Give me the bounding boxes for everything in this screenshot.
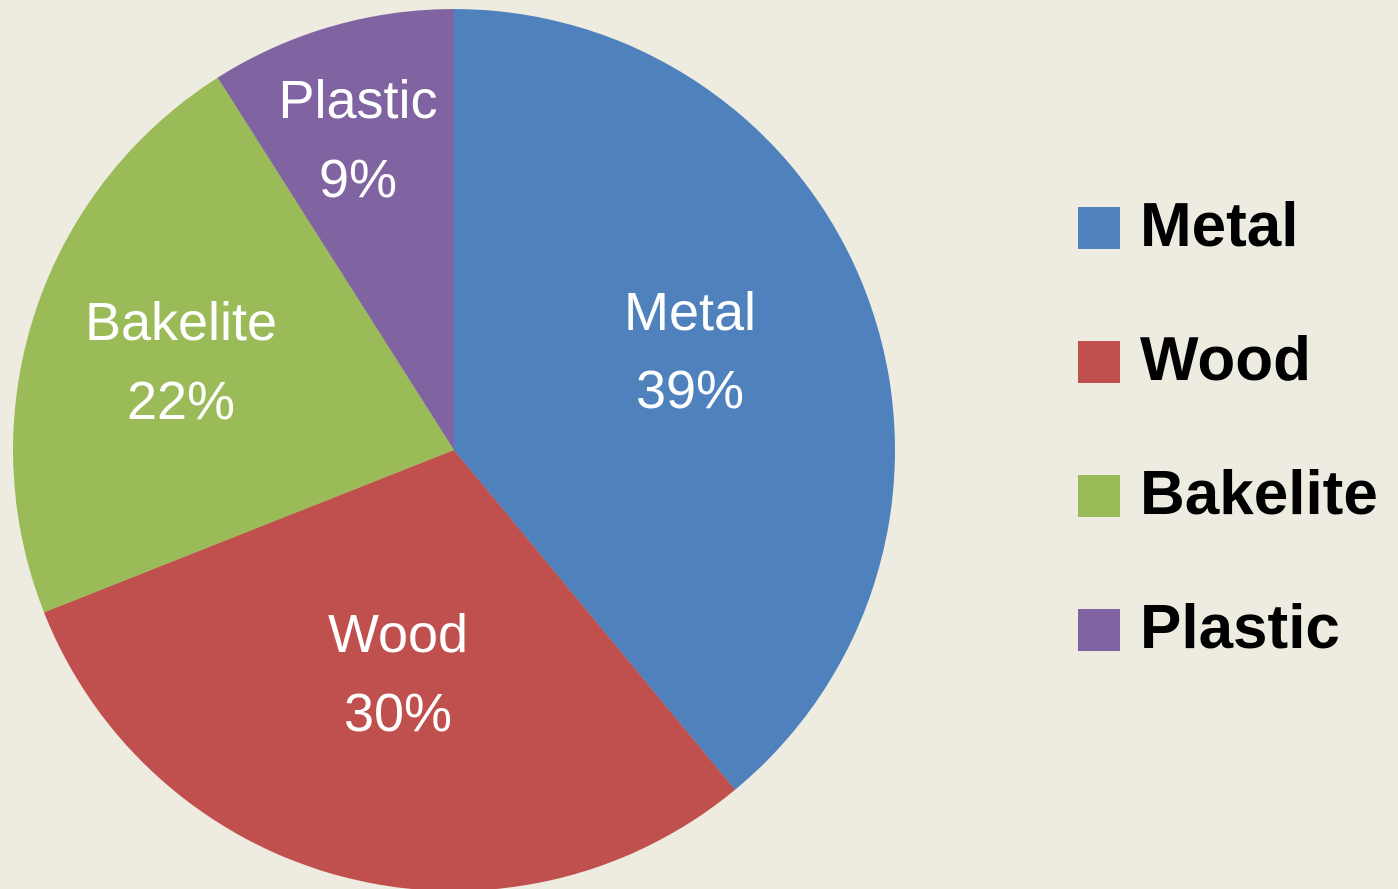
legend-item-bakelite: Bakelite [1078, 458, 1398, 592]
slice-percent-wood: 30% [344, 683, 452, 743]
slice-label-wood: Wood [328, 604, 468, 664]
legend-swatch-metal [1078, 207, 1120, 249]
legend-item-plastic: Plastic [1078, 592, 1398, 726]
pie-slice-bakelite [12, 77, 454, 613]
pie-labels: Metal 39% Wood 30% Bakelite 22% Plastic 9% [85, 70, 756, 743]
legend-label-wood: Wood [1140, 325, 1312, 394]
slice-label-plastic: Plastic [278, 70, 437, 130]
slice-percent-bakelite: 22% [127, 371, 235, 431]
pie-slices [12, 9, 896, 889]
legend-item-wood: Wood [1078, 324, 1398, 458]
pie-slice-wood [43, 450, 736, 889]
legend-swatch-bakelite [1078, 475, 1120, 517]
legend-item-metal: Metal [1078, 190, 1398, 324]
legend-swatch-wood [1078, 341, 1120, 383]
legend-swatch-plastic [1078, 609, 1120, 651]
slice-label-metal: Metal [624, 282, 756, 342]
legend: Metal Wood Bakelite Plastic [1078, 190, 1398, 726]
legend-label-bakelite: Bakelite [1140, 459, 1378, 528]
legend-label-metal: Metal [1140, 191, 1299, 260]
slice-label-bakelite: Bakelite [85, 292, 277, 352]
pie-slice-metal [454, 9, 896, 790]
legend-label-plastic: Plastic [1140, 593, 1340, 662]
slice-percent-plastic: 9% [319, 149, 397, 209]
pie-slice-plastic [217, 9, 454, 450]
slice-percent-metal: 39% [636, 360, 744, 420]
